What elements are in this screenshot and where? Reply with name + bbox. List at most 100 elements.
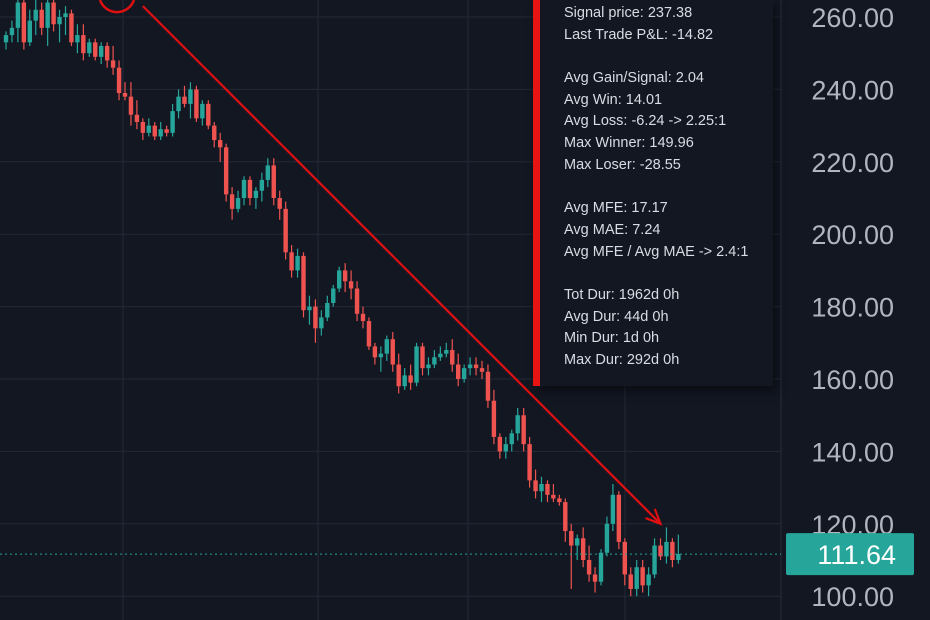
candle-body bbox=[670, 541, 675, 560]
candle bbox=[194, 85, 199, 122]
candle bbox=[104, 42, 110, 68]
candle-body bbox=[134, 114, 140, 122]
candle-body bbox=[586, 560, 592, 575]
candle-body bbox=[616, 494, 622, 542]
candle-body bbox=[63, 13, 68, 17]
stats-spacer bbox=[564, 46, 773, 68]
trend-arrow-head bbox=[645, 508, 663, 526]
candle bbox=[592, 567, 598, 593]
candle bbox=[116, 60, 122, 101]
candle-body bbox=[664, 541, 669, 557]
candle-body bbox=[271, 165, 276, 198]
candle-body bbox=[253, 190, 259, 198]
candle bbox=[158, 121, 163, 141]
candle bbox=[295, 248, 300, 278]
candle-body bbox=[467, 364, 473, 369]
candle-body bbox=[212, 125, 217, 141]
price-axis-label: 160.00 bbox=[811, 365, 894, 395]
candle bbox=[634, 560, 639, 597]
candle bbox=[188, 82, 193, 119]
candle bbox=[497, 433, 503, 459]
candle bbox=[152, 121, 157, 141]
candle bbox=[140, 118, 146, 141]
candle bbox=[206, 100, 211, 130]
candle-body bbox=[456, 364, 461, 379]
candle-body bbox=[87, 42, 92, 54]
candle bbox=[396, 353, 401, 394]
candle bbox=[331, 284, 336, 307]
candle-body bbox=[122, 93, 128, 97]
current-price-label-bg bbox=[786, 533, 914, 576]
candle bbox=[21, 0, 27, 50]
price-axis-label: 180.00 bbox=[811, 293, 894, 323]
candle bbox=[218, 132, 223, 162]
candle-body bbox=[152, 125, 157, 137]
candle-body bbox=[57, 17, 62, 25]
candle bbox=[69, 9, 74, 46]
candle-body bbox=[295, 255, 300, 271]
candles bbox=[3, 0, 681, 597]
candle-body bbox=[539, 483, 544, 492]
candle-body bbox=[265, 165, 270, 180]
candle bbox=[521, 407, 526, 452]
candle-body bbox=[15, 2, 21, 28]
candle-body bbox=[438, 353, 443, 358]
candle-body bbox=[563, 502, 568, 532]
stats-line: Avg Win: 14.01 bbox=[564, 91, 663, 108]
candle-body bbox=[533, 480, 538, 492]
candle-body bbox=[313, 306, 318, 329]
candle-body bbox=[479, 368, 485, 372]
candle-body bbox=[283, 208, 288, 253]
candle bbox=[509, 429, 514, 452]
candle-body bbox=[158, 129, 163, 137]
stats-line: Avg MFE: 17.17 bbox=[564, 200, 668, 217]
candle-body bbox=[557, 498, 562, 503]
candle-body bbox=[473, 364, 479, 369]
candle-body bbox=[110, 60, 116, 68]
candle bbox=[277, 190, 282, 220]
trend-arrow-marker bbox=[98, 0, 136, 14]
price-axis-label: 200.00 bbox=[811, 220, 894, 250]
price-axis-label: 140.00 bbox=[811, 437, 894, 467]
candle-body bbox=[277, 198, 282, 209]
candle-body bbox=[652, 545, 657, 575]
stats-line: Avg Gain/Signal: 2.04 bbox=[564, 70, 704, 87]
price-axis: 260.00 240.00 220.00 200.00 180.00 160.00 140.… bbox=[811, 3, 894, 612]
candle-body bbox=[146, 125, 151, 133]
candle-body bbox=[408, 375, 413, 383]
stats-spacer bbox=[564, 263, 773, 285]
candle bbox=[27, 9, 32, 46]
candle bbox=[348, 270, 354, 300]
candle-body bbox=[396, 364, 401, 387]
candle bbox=[366, 317, 372, 351]
candle-body bbox=[325, 302, 330, 318]
candle-body bbox=[646, 574, 651, 586]
stats-line: Last Trade P&L: -14.82 bbox=[564, 26, 714, 43]
candle bbox=[670, 538, 675, 568]
candle bbox=[545, 480, 550, 503]
candle-body bbox=[527, 444, 532, 481]
candle-body bbox=[372, 346, 378, 358]
candle-body bbox=[610, 494, 616, 524]
candle bbox=[265, 158, 270, 188]
candle-body bbox=[93, 42, 98, 57]
candle bbox=[271, 158, 276, 206]
candle bbox=[325, 295, 330, 322]
candle-body bbox=[545, 483, 550, 495]
candle bbox=[241, 176, 247, 206]
candle-body bbox=[337, 270, 342, 289]
candle bbox=[432, 350, 437, 369]
candle-body bbox=[628, 574, 633, 589]
candle-body bbox=[634, 567, 639, 589]
candle bbox=[402, 368, 407, 390]
candle-body bbox=[426, 364, 431, 369]
candle-body bbox=[580, 538, 586, 560]
candle bbox=[176, 89, 181, 119]
candle bbox=[229, 187, 235, 220]
candle-body bbox=[229, 194, 235, 209]
candle bbox=[515, 407, 520, 441]
candle bbox=[473, 357, 479, 376]
candle bbox=[527, 436, 532, 488]
candle-body bbox=[51, 2, 56, 25]
